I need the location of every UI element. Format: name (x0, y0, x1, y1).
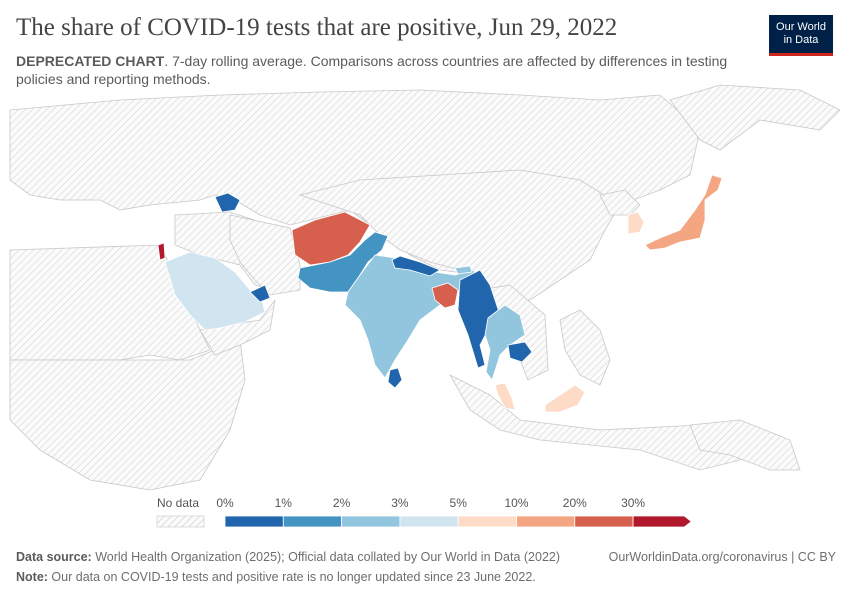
chart-title: The share of COVID-19 tests that are pos… (16, 14, 618, 41)
source-line: Data source: World Health Organization (… (16, 547, 836, 567)
country-uae (249, 284, 271, 303)
country-myanmar (457, 269, 501, 369)
legend-swatch-7 (632, 515, 693, 528)
legend-label-7: 30% (621, 496, 646, 510)
country-malaysia-peninsula (494, 382, 516, 411)
legend-no-data-label: No data (157, 496, 200, 510)
deprecated-label: DEPRECATED CHART (16, 53, 165, 69)
footer: Data source: World Health Organization (… (16, 547, 836, 587)
region-papua (689, 419, 801, 471)
legend-label-1: 1% (274, 496, 292, 510)
legend-label-6: 20% (562, 496, 587, 510)
country-south-korea (627, 211, 645, 235)
legend-swatch-1 (282, 515, 342, 528)
legend-swatch-3 (399, 515, 459, 528)
country-malaysia-borneo (544, 384, 586, 413)
logo-line2: in Data (783, 34, 819, 46)
country-afghanistan (291, 211, 371, 266)
country-nepal (391, 255, 441, 277)
country-sri-lanka (387, 367, 403, 389)
legend-label-3: 3% (391, 496, 409, 510)
subtitle-text: . 7-day rolling average. Comparisons acr… (16, 53, 728, 87)
country-azerbaijan (214, 192, 241, 213)
logo-line1: Our World (776, 21, 826, 33)
choropleth-map (9, 84, 841, 491)
legend-swatch-5 (516, 515, 576, 528)
country-cambodia (507, 341, 533, 363)
country-saudi-arabia (164, 251, 266, 331)
legend-no-data-swatch (156, 515, 205, 528)
legend-swatch-6 (574, 515, 634, 528)
source-label: Data source: (16, 550, 92, 564)
note-text: Our data on COVID-19 tests and positive … (47, 570, 536, 584)
legend-label-4: 5% (449, 496, 467, 510)
site-link[interactable]: OurWorldinData.org/coronavirus | CC BY (608, 550, 836, 564)
region-alaska-far-east (669, 84, 841, 151)
note-label: Note: (16, 570, 48, 584)
country-bhutan (454, 265, 473, 275)
legend-swatch-2 (341, 515, 401, 528)
country-japan (644, 174, 723, 251)
owid-logo[interactable]: Our World in Data (769, 15, 833, 56)
region-mongolia-korea-north (599, 189, 641, 216)
chart-subtitle: DEPRECATED CHART. 7-day rolling average.… (16, 52, 736, 88)
legend-swatch-4 (457, 515, 517, 528)
region-philippines (559, 309, 611, 386)
country-thailand (484, 304, 526, 381)
region-china (298, 169, 621, 306)
legend: No data 0% 1% 2% 3% 5% 10% 20% 30% (0, 496, 850, 536)
country-israel (157, 242, 166, 261)
legend-bar (156, 515, 693, 528)
legend-swatch-0 (224, 515, 284, 528)
region-africa-south (9, 339, 246, 491)
source-text: World Health Organization (2025); Offici… (91, 550, 561, 564)
note-line: Note: Our data on COVID-19 tests and pos… (16, 567, 836, 587)
legend-label-2: 2% (332, 496, 351, 510)
legend-label-0: 0% (216, 496, 234, 510)
region-yemen-oman (199, 299, 276, 356)
legend-label-5: 10% (504, 496, 529, 510)
country-bangladesh (431, 282, 459, 309)
country-india (344, 254, 476, 379)
